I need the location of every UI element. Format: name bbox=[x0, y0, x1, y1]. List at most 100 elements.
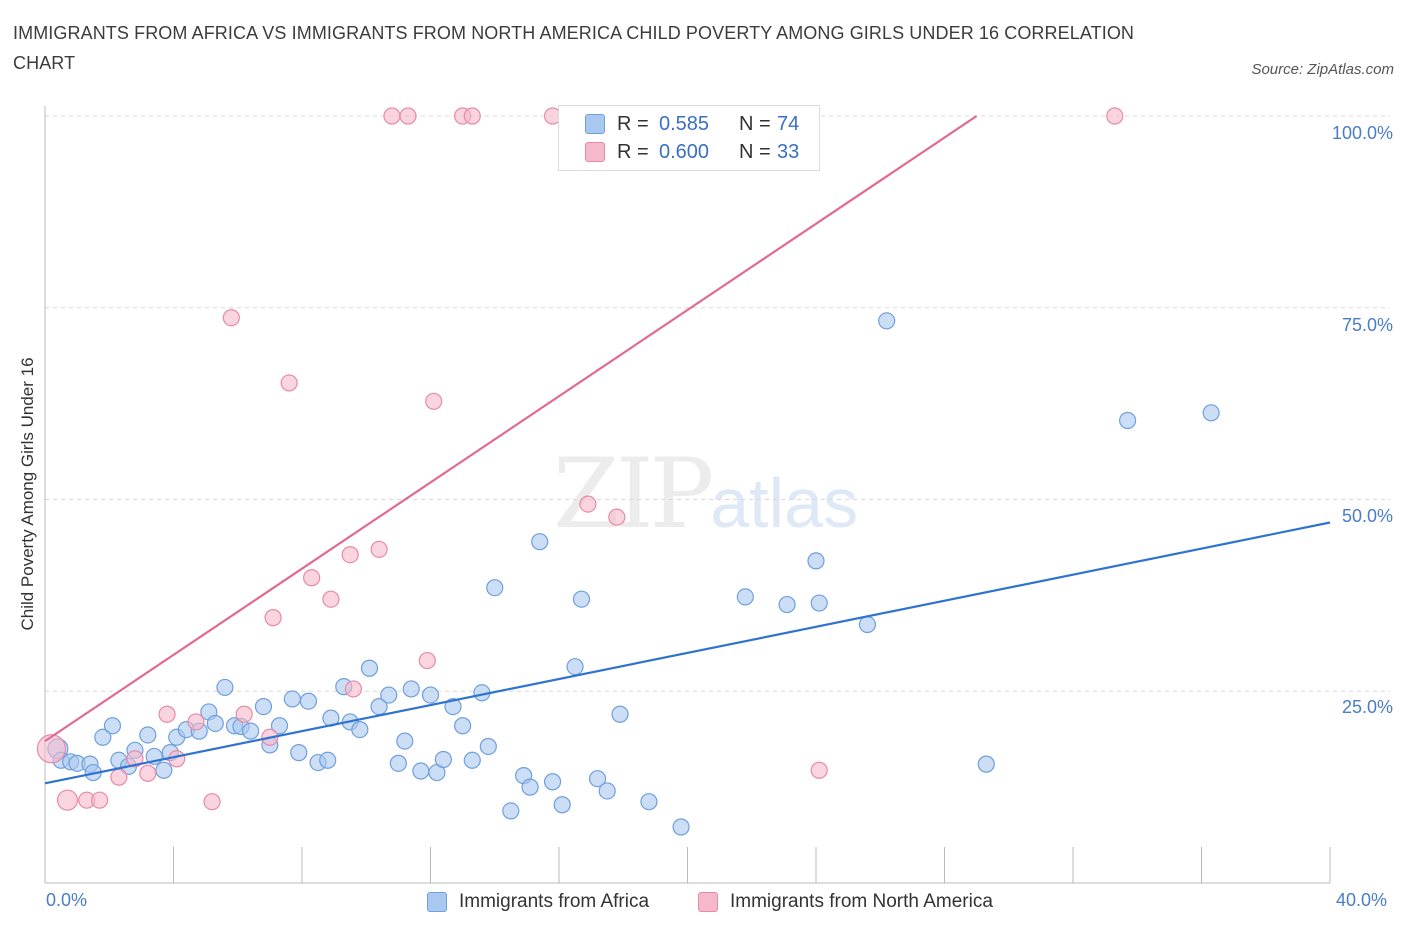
watermark-zip: ZIP bbox=[553, 438, 714, 550]
legend-r-label-africa: R = bbox=[617, 112, 649, 135]
legend-n-label-north-america: N = bbox=[739, 140, 771, 163]
point-africa-27 bbox=[283, 690, 301, 708]
point-africa-59 bbox=[572, 590, 591, 608]
y-tick-label-75: 75.0% bbox=[1341, 315, 1393, 335]
point-africa-65 bbox=[736, 588, 754, 606]
series-legend: Immigrants from Africa Immigrants from N… bbox=[0, 889, 1406, 915]
legend-r-value-north-america: 0.600 bbox=[659, 140, 710, 163]
point-north-america-19 bbox=[344, 680, 362, 698]
point-north-america-28 bbox=[579, 495, 597, 513]
point-africa-42 bbox=[412, 762, 430, 780]
point-north-america-24 bbox=[425, 392, 443, 410]
point-africa-28 bbox=[290, 744, 308, 762]
point-north-america-31 bbox=[1106, 107, 1124, 125]
point-africa-61 bbox=[598, 782, 616, 800]
x-tick-label-max: 40.0% bbox=[1336, 890, 1388, 910]
point-africa-57 bbox=[553, 796, 571, 814]
point-africa-73 bbox=[1202, 404, 1220, 422]
point-africa-71 bbox=[977, 755, 995, 773]
point-africa-48 bbox=[463, 751, 481, 769]
y-tick-label-50: 50.0% bbox=[1341, 506, 1393, 526]
point-africa-35 bbox=[351, 720, 369, 739]
point-africa-40 bbox=[396, 732, 414, 750]
point-north-america-7 bbox=[158, 705, 176, 723]
point-north-america-26 bbox=[463, 107, 481, 125]
chart-source: Source: ZipAtlas.com bbox=[1251, 61, 1394, 78]
legend-swatch-africa bbox=[585, 114, 605, 134]
series-legend-africa: Immigrants from Africa bbox=[427, 891, 649, 913]
point-africa-46 bbox=[444, 697, 462, 716]
point-north-america-6 bbox=[139, 764, 157, 782]
legend-n-label-africa: N = bbox=[739, 112, 771, 135]
point-africa-39 bbox=[389, 754, 407, 772]
point-africa-58 bbox=[566, 658, 584, 676]
point-north-america-14 bbox=[264, 609, 282, 627]
legend-n-value-africa: 74 bbox=[777, 112, 800, 135]
point-north-america-15 bbox=[280, 374, 298, 392]
point-north-america-29 bbox=[608, 508, 626, 526]
trendline-north-america bbox=[44, 115, 978, 743]
series-legend-swatch-africa bbox=[427, 892, 447, 912]
point-africa-38 bbox=[380, 686, 398, 704]
point-north-america-23 bbox=[418, 651, 436, 670]
point-africa-66 bbox=[778, 595, 796, 614]
legend-r-value-africa: 0.585 bbox=[659, 112, 710, 135]
series-legend-label-north-america: Immigrants from North America bbox=[730, 891, 993, 912]
watermark: ZIPatlas bbox=[553, 438, 858, 550]
point-north-america-0 bbox=[36, 734, 67, 764]
series-legend-swatch-north-america bbox=[698, 892, 718, 912]
legend-n-value-north-america: 33 bbox=[777, 140, 800, 163]
point-north-america-10 bbox=[203, 793, 221, 811]
point-africa-24 bbox=[254, 697, 273, 716]
point-africa-13 bbox=[155, 761, 173, 779]
point-north-america-20 bbox=[370, 540, 388, 558]
y-tick-label-100: 100.0% bbox=[1331, 123, 1393, 143]
point-africa-36 bbox=[360, 659, 379, 677]
point-africa-55 bbox=[531, 533, 549, 551]
point-africa-41 bbox=[402, 680, 420, 698]
point-africa-64 bbox=[672, 818, 690, 836]
point-north-america-21 bbox=[383, 107, 401, 125]
legend-row-africa: R = 0.585 N = 74 bbox=[585, 110, 799, 138]
point-africa-72 bbox=[1119, 411, 1137, 430]
point-africa-68 bbox=[810, 594, 828, 612]
x-tick-label-min: 0.0% bbox=[46, 890, 88, 910]
point-africa-47 bbox=[454, 717, 472, 735]
point-africa-50 bbox=[479, 737, 497, 756]
point-north-america-16 bbox=[303, 569, 321, 587]
point-africa-56 bbox=[543, 773, 562, 791]
point-africa-45 bbox=[434, 750, 452, 769]
point-north-america-4 bbox=[110, 768, 128, 786]
point-north-america-22 bbox=[399, 107, 417, 125]
point-north-america-12 bbox=[235, 705, 253, 723]
point-africa-70 bbox=[878, 312, 896, 330]
trendline-africa bbox=[44, 521, 1331, 785]
series-legend-north-america: Immigrants from North America bbox=[698, 891, 993, 913]
point-africa-52 bbox=[502, 802, 520, 820]
series-legend-label-africa: Immigrants from Africa bbox=[459, 891, 650, 912]
point-africa-20 bbox=[216, 678, 234, 697]
point-africa-63 bbox=[640, 793, 658, 811]
point-africa-19 bbox=[206, 714, 224, 733]
point-africa-7 bbox=[103, 717, 122, 735]
point-africa-26 bbox=[270, 717, 289, 735]
point-africa-29 bbox=[299, 692, 318, 710]
watermark-atlas: atlas bbox=[710, 464, 859, 542]
point-north-america-3 bbox=[91, 791, 109, 809]
point-africa-31 bbox=[319, 751, 337, 769]
point-africa-11 bbox=[139, 726, 157, 744]
point-north-america-30 bbox=[810, 761, 828, 779]
point-north-america-17 bbox=[322, 590, 340, 608]
legend-row-north-america: R = 0.600 N = 33 bbox=[585, 138, 799, 166]
point-north-america-1 bbox=[56, 789, 79, 811]
point-africa-23 bbox=[242, 722, 260, 740]
point-north-america-5 bbox=[126, 750, 144, 768]
y-axis-label: Child Poverty Among Girls Under 16 bbox=[18, 357, 37, 631]
correlation-legend: R = 0.585 N = 74 R = 0.600 N = 33 bbox=[558, 105, 820, 171]
point-africa-60 bbox=[588, 770, 607, 788]
point-north-america-11 bbox=[222, 309, 240, 327]
point-africa-62 bbox=[611, 705, 629, 723]
chart-title: IMMIGRANTS FROM AFRICA VS IMMIGRANTS FRO… bbox=[13, 23, 1135, 73]
point-north-america-9 bbox=[187, 713, 205, 731]
